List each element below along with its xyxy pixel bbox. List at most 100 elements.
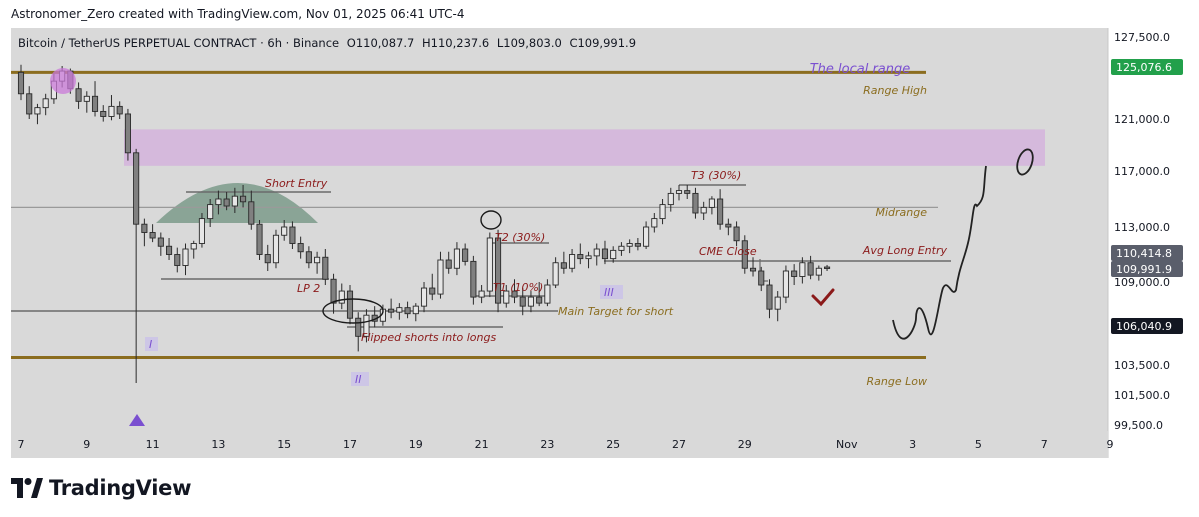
candle-body [824, 266, 831, 269]
wave-label-box [145, 337, 158, 351]
candle-body [26, 93, 33, 115]
avg-long-entry-label: Avg Long Entry [862, 244, 948, 257]
x-tick-label: 19 [409, 438, 423, 451]
candle-body [289, 226, 296, 244]
candle-body [248, 201, 255, 225]
candle-body [190, 243, 197, 250]
x-tick-label: 17 [343, 438, 357, 451]
candle-body [675, 190, 683, 194]
cme-close-label: CME Close [699, 245, 757, 258]
candle-body [659, 204, 666, 220]
x-tick-label: 15 [277, 438, 291, 451]
candle-body [314, 256, 321, 264]
candle-body [766, 284, 773, 310]
candle-body [429, 287, 436, 295]
t2-label: T2 (30%) [495, 231, 545, 244]
candle-body [453, 248, 460, 269]
time-axis [11, 431, 1108, 458]
candle-body [141, 223, 148, 233]
candle-body [355, 317, 362, 337]
candle-body [643, 226, 650, 247]
symbol-title: Bitcoin / TetherUS PERPETUAL CONTRACT · … [18, 36, 340, 50]
candle-body [412, 305, 419, 315]
candle-body [437, 259, 444, 295]
candle-body [618, 245, 625, 251]
candle-body [157, 237, 164, 247]
x-tick-label: 23 [540, 438, 554, 451]
ohlc-close: C109,991.9 [569, 36, 637, 50]
y-tick-label: 99,500.0 [1114, 419, 1163, 432]
candle-body [601, 248, 609, 260]
price-chart[interactable]: The local range Range High Range Low Midran… [11, 28, 1188, 458]
check-icon [811, 288, 835, 307]
candle-body [536, 296, 543, 304]
candle-body [297, 243, 304, 253]
candle-body [174, 254, 181, 266]
price-tag-label: 109,991.9 [1116, 263, 1172, 276]
top-marker [50, 68, 76, 94]
candle-body [708, 198, 715, 208]
candle-body [552, 262, 559, 286]
x-tick-label: 29 [738, 438, 752, 451]
x-tick-label: 27 [672, 438, 686, 451]
candle-body [634, 243, 641, 247]
y-tick-label: 113,000.0 [1114, 221, 1170, 234]
candle-body [322, 256, 329, 280]
price-tag-label: 125,076.6 [1116, 61, 1172, 74]
candle-body [149, 232, 156, 239]
candle-body [692, 192, 699, 214]
price-tag [1111, 261, 1183, 277]
price-tag-label: 110,414.8 [1116, 247, 1172, 260]
candle-body [725, 223, 732, 228]
candle-body [782, 270, 789, 298]
candle-body [165, 245, 173, 255]
candle-body [182, 248, 189, 266]
tradingview-brand: TradingView [49, 476, 192, 500]
candle-body [774, 296, 781, 310]
wave-label: II [355, 373, 362, 386]
x-tick-label: 5 [975, 438, 982, 451]
candle-body [116, 105, 123, 115]
candle-body [346, 290, 354, 319]
y-tick-label: 127,500.0 [1114, 31, 1170, 44]
candle-body [124, 113, 131, 154]
lp2-label: LP 2 [297, 282, 320, 295]
candle-body [215, 198, 222, 206]
price-tag [1111, 59, 1183, 75]
wave-label: III [604, 286, 614, 299]
short-entry-label: Short Entry [265, 177, 328, 190]
x-tick-label: 11 [146, 438, 160, 451]
candle-body [198, 218, 206, 244]
chart-area[interactable]: The local range Range High Range Low Midran… [11, 28, 1188, 458]
midrange-label: Midrange [875, 206, 927, 219]
candle-body [610, 249, 617, 260]
y-tick-label: 117,000.0 [1114, 165, 1170, 178]
ohlc-low: L109,803.0 [496, 36, 562, 50]
tradingview-logo-icon [11, 478, 43, 498]
price-tag-label: 106,040.9 [1116, 320, 1172, 333]
candle-body [108, 105, 115, 117]
y-tick-label: 101,500.0 [1114, 389, 1170, 402]
x-tick-label: 9 [1106, 438, 1113, 451]
candle-body [470, 260, 477, 298]
candle-body [100, 110, 107, 117]
y-tick-label: 109,000.0 [1114, 276, 1170, 289]
x-tick-label: 7 [18, 438, 25, 451]
chart-annotation-title: The local range [810, 62, 911, 77]
candle-body [34, 107, 41, 115]
candle-body [75, 88, 82, 102]
candle-body [560, 262, 567, 269]
candle-body [281, 226, 288, 236]
ohlc-open: O110,087.7 [346, 36, 415, 50]
main-target-label: Main Target for short [558, 305, 674, 318]
candle-body [231, 195, 238, 207]
candle-body [272, 234, 280, 264]
candle-body [256, 223, 263, 255]
range-low-label: Range Low [867, 375, 927, 388]
candle-body [700, 206, 707, 214]
up-arrow-icon [129, 414, 145, 426]
chart-attribution: Astronomer_Zero created with TradingView… [11, 7, 465, 21]
candle-body [807, 262, 814, 276]
candle-body [511, 290, 518, 298]
candle-body [569, 254, 576, 269]
